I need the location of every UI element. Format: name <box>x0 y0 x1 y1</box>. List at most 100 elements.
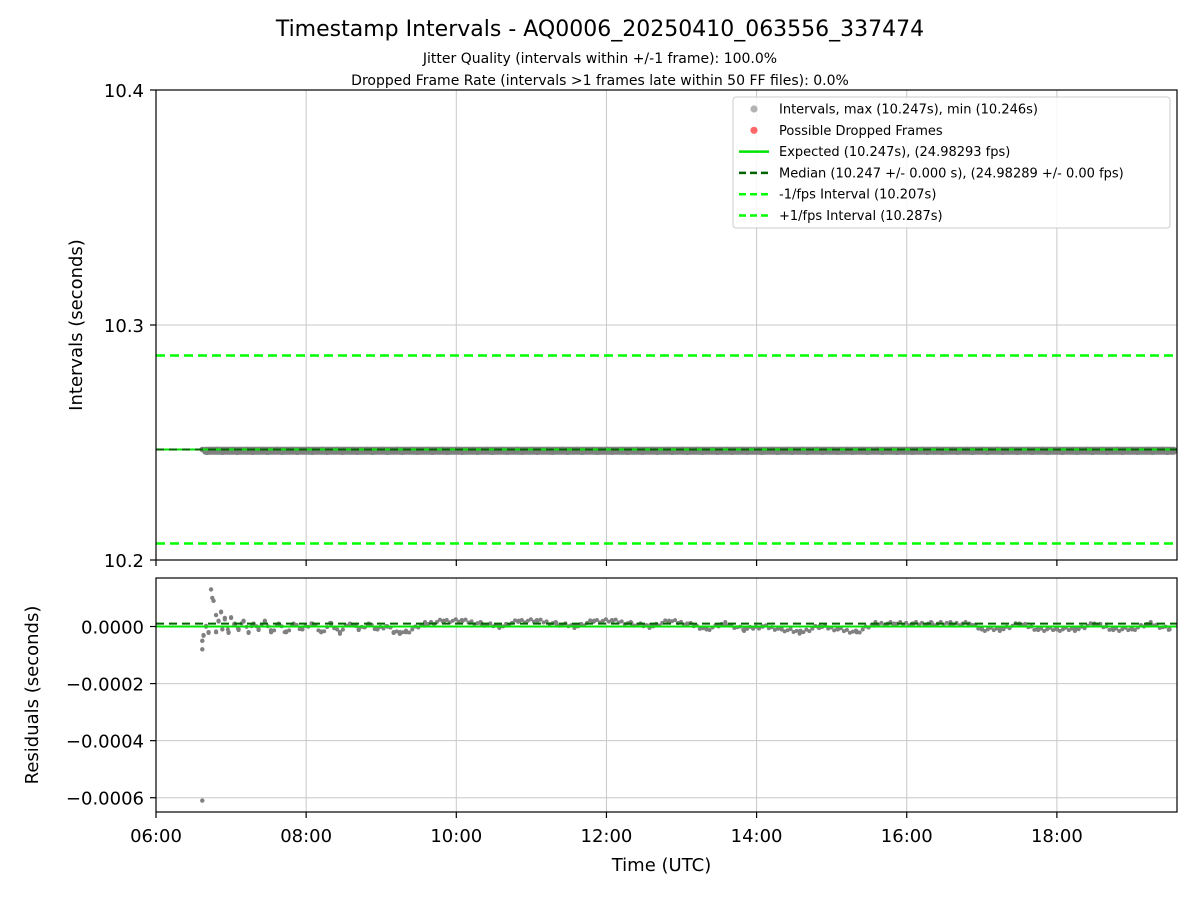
residual-point <box>246 631 251 636</box>
residual-point <box>798 628 803 633</box>
interval-point <box>879 449 886 456</box>
xtick-label: 16:00 <box>881 826 933 847</box>
residual-point <box>535 618 540 623</box>
residual-point <box>544 619 549 624</box>
interval-point <box>1119 449 1126 456</box>
residual-point <box>463 617 468 622</box>
residual-point <box>579 621 584 626</box>
residual-point <box>1076 627 1081 632</box>
interval-point <box>399 449 406 456</box>
residual-point <box>226 631 231 636</box>
residual-point <box>554 620 559 625</box>
legend-dropped-marker <box>750 126 758 134</box>
bottom-ylabel: Residuals (seconds) <box>22 606 43 785</box>
residual-point <box>1051 628 1056 633</box>
residual-point <box>300 627 305 632</box>
interval-point <box>204 449 211 456</box>
interval-point <box>684 449 691 456</box>
interval-point <box>669 449 676 456</box>
residual-point <box>453 617 458 622</box>
residual-point <box>394 629 399 634</box>
interval-point <box>819 449 826 456</box>
residual-point <box>1126 628 1131 633</box>
interval-point <box>894 449 901 456</box>
residual-point <box>444 618 449 623</box>
residual-point <box>775 626 780 631</box>
legend-label-1: Possible Dropped Frames <box>779 124 943 139</box>
interval-point <box>459 449 466 456</box>
legend-label-5: +1/fps Interval (10.287s) <box>779 209 943 224</box>
residual-point <box>704 626 709 631</box>
residual-point <box>982 628 987 633</box>
residual-point <box>844 627 849 632</box>
residual-point <box>469 619 474 624</box>
residual-point <box>742 628 747 633</box>
residual-point <box>219 609 224 614</box>
residual-point <box>200 647 205 652</box>
residual-point <box>460 618 465 623</box>
residual-point <box>944 620 949 625</box>
xtick-label: 06:00 <box>130 826 182 847</box>
residual-point <box>200 638 205 643</box>
residual-point <box>663 618 668 623</box>
residual-point <box>976 626 981 631</box>
interval-point <box>789 449 796 456</box>
residual-point <box>519 618 524 623</box>
residual-point <box>1069 626 1074 631</box>
interval-point <box>1104 449 1111 456</box>
interval-point <box>1134 449 1141 456</box>
figure-subtitle-jitter: Jitter Quality (intervals within +/-1 fr… <box>422 51 777 67</box>
legend: Intervals, max (10.247s), min (10.246s) P… <box>732 96 1171 229</box>
residual-point <box>860 627 865 632</box>
interval-point <box>804 449 811 456</box>
residual-point <box>284 629 289 634</box>
residual-point <box>214 629 219 634</box>
residual-point <box>450 618 455 623</box>
legend-label-0: Intervals, max (10.247s), min (10.246s) <box>779 103 1038 118</box>
interval-point <box>474 449 481 456</box>
interval-point <box>294 449 301 456</box>
residual-point <box>525 618 530 623</box>
interval-point <box>699 449 706 456</box>
interval-point <box>939 449 946 456</box>
residual-point <box>213 612 219 618</box>
residual-point <box>757 626 762 631</box>
residual-point <box>206 631 211 636</box>
x-axis-label: Time (UTC) <box>611 855 712 876</box>
interval-point <box>774 449 781 456</box>
residual-point <box>375 627 380 632</box>
interval-point <box>549 449 556 456</box>
residual-point <box>782 629 787 634</box>
residual-point <box>1117 628 1122 633</box>
residual-point <box>1111 628 1116 633</box>
residual-point <box>1060 627 1065 632</box>
residual-point <box>335 627 340 632</box>
interval-point <box>954 449 961 456</box>
residual-point <box>322 629 327 634</box>
residual-point <box>697 626 702 631</box>
interval-point <box>969 449 976 456</box>
residual-point <box>531 619 536 624</box>
residual-point <box>779 626 784 631</box>
interval-point <box>489 449 496 456</box>
residual-point <box>685 621 690 626</box>
interval-point <box>279 449 286 456</box>
interval-point <box>444 449 451 456</box>
residual-point <box>222 617 227 622</box>
interval-point <box>564 449 571 456</box>
residual-point <box>707 628 712 633</box>
interval-point <box>654 449 661 456</box>
residual-point <box>794 628 799 633</box>
residual-point <box>397 631 402 636</box>
residual-point <box>850 629 855 634</box>
residual-point <box>1088 621 1093 626</box>
interval-point <box>924 449 931 456</box>
residual-point <box>1129 626 1134 631</box>
interval-point <box>1029 449 1036 456</box>
residual-point <box>745 626 750 631</box>
residual-point <box>979 626 984 631</box>
residual-point <box>220 627 225 632</box>
interval-point <box>1089 449 1096 456</box>
residual-point <box>528 617 533 622</box>
residual-point <box>801 630 806 635</box>
